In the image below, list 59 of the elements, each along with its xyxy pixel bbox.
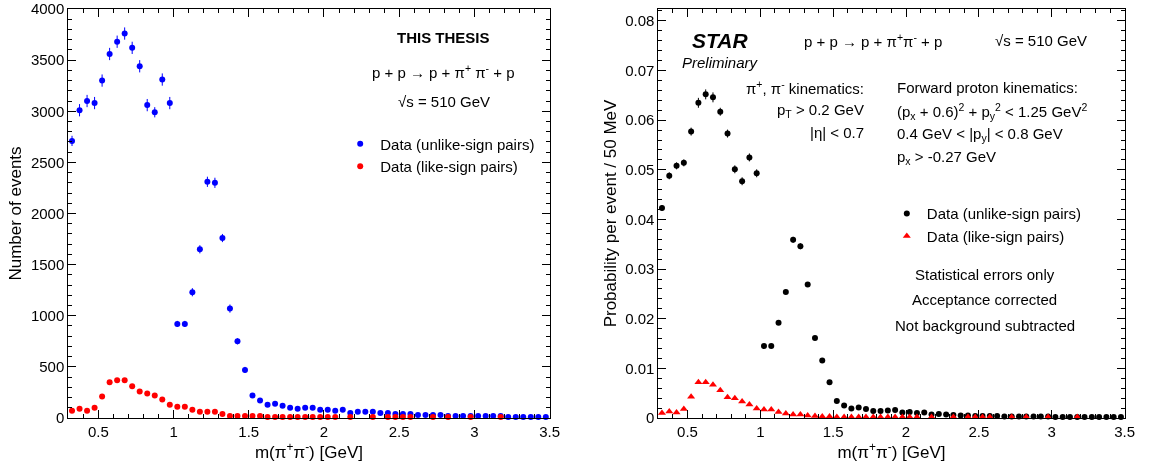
y-tick-label: 1500 <box>30 255 65 273</box>
x-tick-label: 0.5 <box>677 423 698 440</box>
x-tick-label: 3 <box>1047 423 1056 440</box>
y-tick-label: 0.04 <box>625 210 655 228</box>
y-tick-label: 0.07 <box>625 61 655 79</box>
legend-label: Data (unlike-sign pairs) <box>926 205 1082 223</box>
y-tick-label: 2500 <box>30 153 65 171</box>
x-tick-label: 2 <box>319 423 329 440</box>
y-tick-label: 2000 <box>30 204 65 222</box>
y-tick-label: 0.02 <box>625 309 655 327</box>
annotation: √s = 510 GeV <box>398 93 491 110</box>
annotation: Statistical errors only <box>915 266 1055 283</box>
annotation: Not background subtracted <box>895 317 1076 334</box>
annotation: p + p → p + π$^{+}$π$^{-}$ + p <box>804 31 943 51</box>
y-tick-label: 0.03 <box>625 260 655 278</box>
annotation: π$^{+}$, π$^{-}$ kinematics: <box>746 78 864 98</box>
x-tick-label: 3 <box>470 423 479 440</box>
x-axis-title: m(π$^{+}$π$^{-}$) [GeV] <box>837 440 946 463</box>
annotation: Preliminary <box>682 54 759 71</box>
x-tick-label: 3.5 <box>539 423 560 440</box>
x-tick-label: 3.5 <box>1114 423 1136 440</box>
x-tick-label: 2.5 <box>968 423 990 440</box>
point <box>701 378 710 385</box>
point <box>694 378 703 385</box>
y-tick-label: 3500 <box>30 51 65 69</box>
y-tick-label: 0.06 <box>625 111 655 129</box>
legend-label: Data (like-sign pairs) <box>380 158 518 176</box>
legend-label: Data (unlike-sign pairs) <box>380 135 535 153</box>
x-tick-label: 1.5 <box>238 423 260 440</box>
annotation: |η| < 0.7 <box>810 124 865 141</box>
x-tick-label: 2 <box>901 423 911 440</box>
y-axis-title: Number of events <box>6 146 26 281</box>
annotation: Acceptance corrected <box>912 291 1058 308</box>
x-tick-label: 2.5 <box>388 423 410 440</box>
y-tick-label: 0.08 <box>625 12 655 30</box>
annotation: Forward proton kinematics: <box>897 79 1078 96</box>
annotation: √s = 510 GeV <box>995 32 1088 49</box>
y-tick-label: 500 <box>39 358 65 376</box>
y-tick-label: 1000 <box>30 307 65 324</box>
y-tick-label: 0 <box>645 409 655 427</box>
text: (p$_{x}$ + 0.6)$^{2}$ + p$_{y}$$^{2}$ < 1.25 GeV$^{2}$ <box>897 101 1088 123</box>
annotation: 0.4 GeV < |p$_{y}$| < 0.8 GeV <box>897 125 1063 145</box>
y-axis-title: Probability per event / 50 MeV <box>600 98 620 328</box>
annotation: THIS THESIS <box>397 29 490 46</box>
annotation: p$_{T}$ > 0.2 GeV <box>777 101 864 121</box>
y-tick-label: 3000 <box>30 102 65 120</box>
x-tick-label: 1 <box>756 423 765 440</box>
y-tick-label: 0 <box>55 409 65 427</box>
y-tick-label: 0.01 <box>625 359 655 377</box>
x-tick-label: 1.5 <box>822 423 844 440</box>
x-axis-title: m(π$^{+}$π$^{-}$) [GeV] <box>254 440 363 463</box>
annotation: STAR <box>692 29 749 52</box>
x-tick-label: 0.5 <box>87 423 109 440</box>
x-tick-label: 1 <box>169 423 178 440</box>
legend-label: Data (like-sign pairs) <box>926 227 1065 245</box>
annotation: p$_{x}$ > -0.27 GeV <box>897 148 997 168</box>
y-tick-label: 4000 <box>30 0 65 18</box>
y-tick-label: 0.05 <box>625 161 655 179</box>
annotation: p + p → p + π$^{+}$ π$^{-}$ + p <box>372 62 515 82</box>
